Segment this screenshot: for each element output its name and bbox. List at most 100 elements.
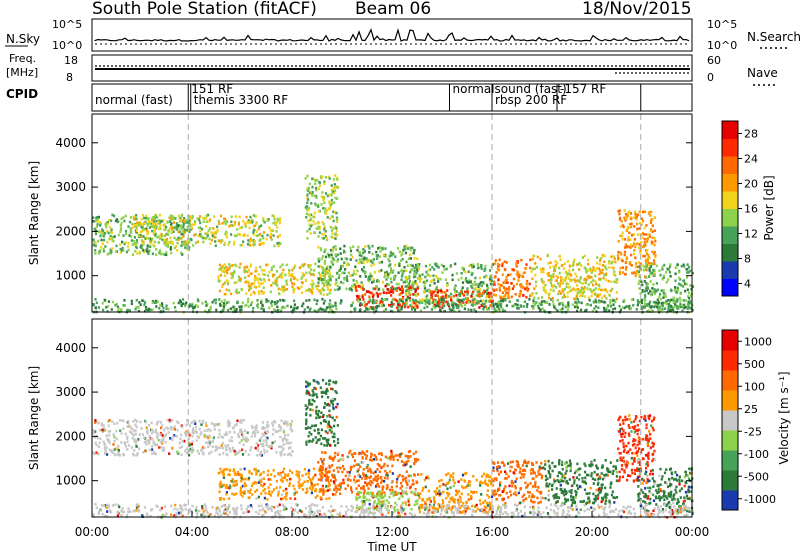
echo-cell [348,451,351,455]
echo-cell [341,454,344,457]
echo-cell [638,243,641,246]
echo-cell [561,288,564,291]
echo-cell [334,196,337,200]
echo-cell [319,288,322,292]
echo-cell [651,271,654,274]
echo-cell [303,467,306,471]
echo-cell [275,486,278,489]
echo-cell [377,280,380,283]
echo-cell [405,285,408,288]
echo-cell [491,263,494,266]
echo-cell [209,218,212,222]
echo-cell [634,265,637,269]
echo-cell [311,477,314,481]
echo-cell [286,421,289,425]
echo-cell [281,271,284,275]
echo-cell [665,299,668,303]
echo-cell [318,467,321,470]
echo-cell [359,475,362,478]
echo-cell [531,257,534,261]
echo-cell [410,282,413,286]
echo-cell [319,307,322,311]
echo-cell [325,209,329,212]
echo-cell [262,432,265,436]
echo-cell [648,275,651,278]
echo-cell [118,419,122,422]
echo-cell [311,398,314,402]
echo-cell [566,274,569,278]
echo-cell [572,268,575,272]
echo-cell [407,290,411,293]
echo-cell [371,295,375,298]
echo-cell [357,491,360,494]
echo-cell [173,428,176,431]
echo-cell [142,235,145,238]
echo-cell [325,478,328,482]
echo-cell [400,299,403,302]
echo-cell [403,269,406,273]
echo-cell [338,488,341,491]
echo-cell [106,437,109,441]
echo-cell [570,289,573,292]
echo-cell [156,435,159,438]
echo-cell [130,431,133,434]
echo-cell [352,285,355,289]
echo-cell [324,176,328,179]
echo-cell [311,284,314,288]
echo-cell [296,306,299,309]
echo-cell [414,299,417,302]
echo-cell [205,424,208,427]
echo-cell [162,446,165,450]
echo-cell [322,274,325,278]
echo-cell [620,252,623,256]
echo-cell [331,191,334,194]
echo-cell [345,275,349,278]
echo-cell [616,254,620,257]
echo-cell [516,299,520,302]
echo-cell [102,424,105,427]
echo-cell [537,296,540,300]
echo-cell [614,260,617,264]
echo-cell [203,429,206,432]
echo-cell [128,430,132,433]
echo-cell [252,307,255,310]
echo-cell [667,299,670,302]
echo-cell [334,232,338,235]
echo-cell [179,437,182,441]
echo-cell [316,413,319,416]
echo-cell [594,287,597,290]
echo-cell [390,294,393,297]
echo-cell [393,509,396,513]
echo-cell [278,425,281,429]
echo-cell [416,481,419,484]
echo-cell [344,474,347,478]
echo-cell [324,235,327,238]
echo-cell [207,213,210,217]
echo-cell [333,211,337,214]
echo-cell [326,431,329,435]
echo-cell [673,300,676,304]
echo-cell [665,270,668,274]
echo-cell [240,225,244,229]
echo-cell [321,451,324,454]
echo-cell [131,436,134,440]
echo-cell [368,511,371,514]
echo-cell [330,229,333,232]
echo-cell [485,275,488,279]
echo-cell [559,279,563,282]
echo-cell [461,266,464,270]
echo-cell [394,263,397,267]
echo-cell [367,244,370,248]
echo-cell [323,282,326,286]
echo-cell [252,242,255,246]
echo-cell [612,266,615,270]
echo-cell [188,221,191,225]
echo-cell [563,262,567,265]
echo-cell [134,429,137,433]
echo-cell [528,298,531,301]
echo-cell [525,305,528,309]
echo-cell [275,270,279,273]
echo-cell [309,232,312,235]
echo-cell [168,420,171,424]
echo-cell [329,308,332,311]
